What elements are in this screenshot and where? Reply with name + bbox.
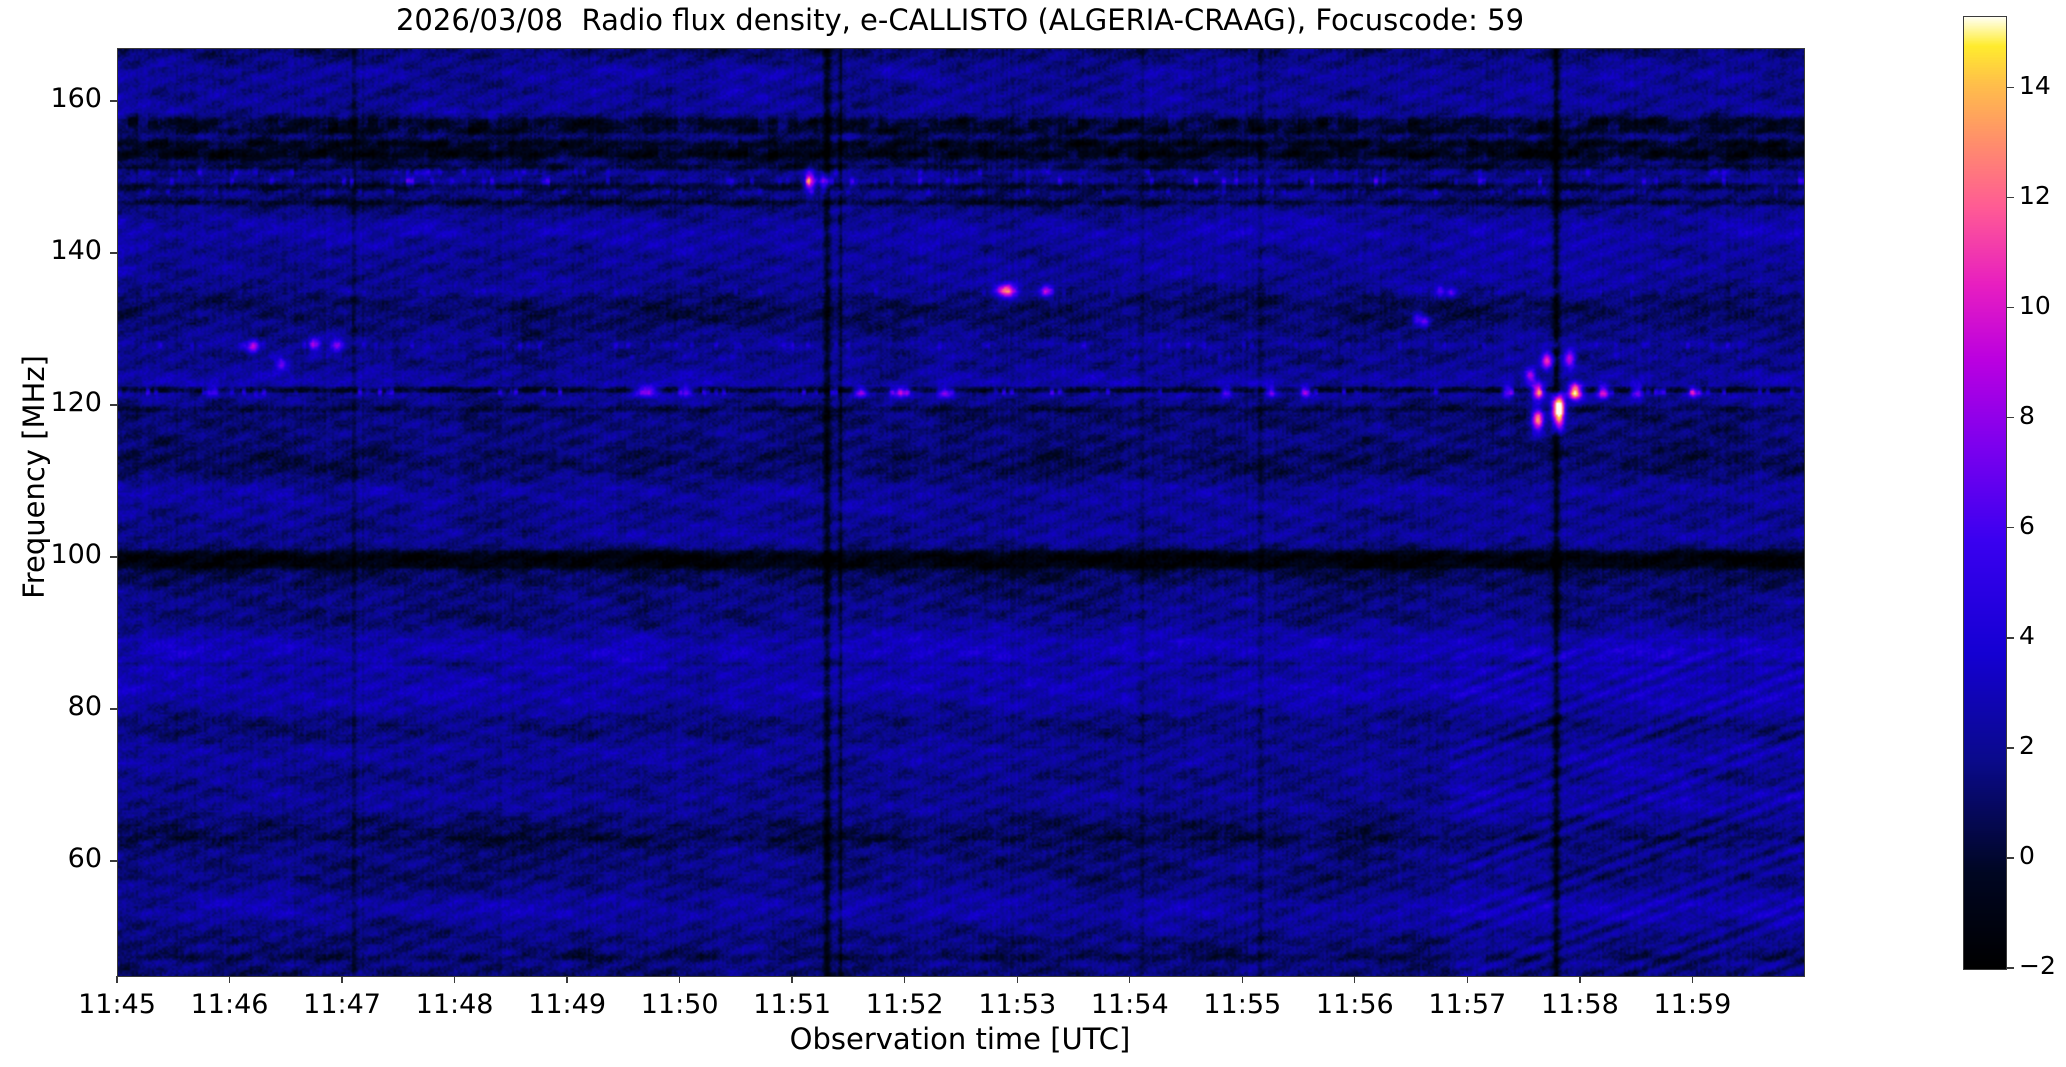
y-tick-mark xyxy=(110,252,117,254)
y-tick-mark xyxy=(110,708,117,710)
x-tick-mark xyxy=(116,976,118,983)
x-tick-label: 11:56 xyxy=(1315,989,1394,1020)
x-tick-label: 11:58 xyxy=(1540,989,1619,1020)
x-tick-label: 11:48 xyxy=(415,989,494,1020)
colorbar-tick-mark xyxy=(2007,86,2014,89)
colorbar-tick-label: 10 xyxy=(2019,290,2051,320)
colorbar-tick-label: 4 xyxy=(2019,620,2035,650)
x-tick-mark xyxy=(453,976,456,983)
x-tick-label: 11:50 xyxy=(640,989,719,1020)
colorbar-tick-mark xyxy=(2007,417,2014,419)
y-tick-label: 140 xyxy=(50,235,102,267)
y-axis-label: Frequency [MHz] xyxy=(17,355,51,599)
colorbar[interactable] xyxy=(1963,16,2007,970)
x-tick-mark xyxy=(1579,976,1581,983)
x-tick-mark xyxy=(1241,976,1243,983)
colorbar-tick-mark xyxy=(2007,967,2014,969)
x-tick-mark xyxy=(1466,976,1469,983)
x-tick-mark xyxy=(341,976,343,983)
y-tick-label: 100 xyxy=(50,539,102,571)
x-tick-mark xyxy=(1691,976,1694,983)
y-tick-label: 120 xyxy=(50,387,102,419)
colorbar-gradient xyxy=(1964,17,2006,969)
y-tick-mark xyxy=(110,404,117,406)
x-axis-label: Observation time [UTC] xyxy=(789,1022,1131,1056)
colorbar-tick-label: 6 xyxy=(2019,510,2035,540)
colorbar-tick-mark xyxy=(2007,637,2014,639)
y-tick-mark xyxy=(110,860,117,862)
x-tick-label: 11:53 xyxy=(978,989,1057,1020)
x-tick-label: 11:55 xyxy=(1203,989,1282,1020)
colorbar-tick-mark xyxy=(2007,527,2014,529)
colorbar-tick-label: −2 xyxy=(2019,951,2056,980)
y-tick-label: 60 xyxy=(67,843,102,875)
x-tick-label: 11:59 xyxy=(1653,989,1732,1020)
x-tick-mark xyxy=(1016,976,1018,983)
colorbar-tick-mark xyxy=(2007,306,2014,309)
spectrogram-plot-area[interactable] xyxy=(117,48,1805,977)
colorbar-tick-label: 2 xyxy=(2019,730,2035,760)
x-tick-mark xyxy=(903,976,906,983)
y-tick-mark xyxy=(110,556,117,558)
x-tick-mark xyxy=(228,976,231,983)
x-tick-mark xyxy=(791,976,793,983)
page-title: 2026/03/08 Radio flux density, e-CALLIST… xyxy=(395,3,1525,37)
x-tick-mark xyxy=(678,976,681,983)
colorbar-tick-label: 0 xyxy=(2019,840,2035,870)
spectrogram-image xyxy=(118,49,1804,976)
x-tick-label: 11:54 xyxy=(1090,989,1169,1020)
colorbar-tick-label: 12 xyxy=(2019,180,2051,210)
x-tick-label: 11:47 xyxy=(303,989,381,1020)
x-tick-label: 11:52 xyxy=(865,989,944,1020)
x-tick-label: 11:45 xyxy=(78,989,156,1020)
x-tick-label: 11:46 xyxy=(190,989,269,1020)
colorbar-tick-label: 8 xyxy=(2019,400,2035,430)
colorbar-tick-label: 14 xyxy=(2019,70,2051,100)
x-tick-mark xyxy=(1129,976,1131,983)
y-tick-mark xyxy=(110,100,117,102)
x-tick-mark xyxy=(1354,976,1356,983)
y-tick-label: 80 xyxy=(67,691,102,723)
colorbar-tick-mark xyxy=(2007,857,2014,859)
x-tick-label: 11:57 xyxy=(1428,989,1507,1020)
y-tick-label: 160 xyxy=(50,83,102,115)
x-tick-mark xyxy=(566,976,568,983)
x-tick-label: 11:51 xyxy=(753,989,832,1020)
colorbar-tick-mark xyxy=(2007,747,2014,749)
colorbar-tick-mark xyxy=(2007,196,2014,199)
x-tick-label: 11:49 xyxy=(528,989,607,1020)
